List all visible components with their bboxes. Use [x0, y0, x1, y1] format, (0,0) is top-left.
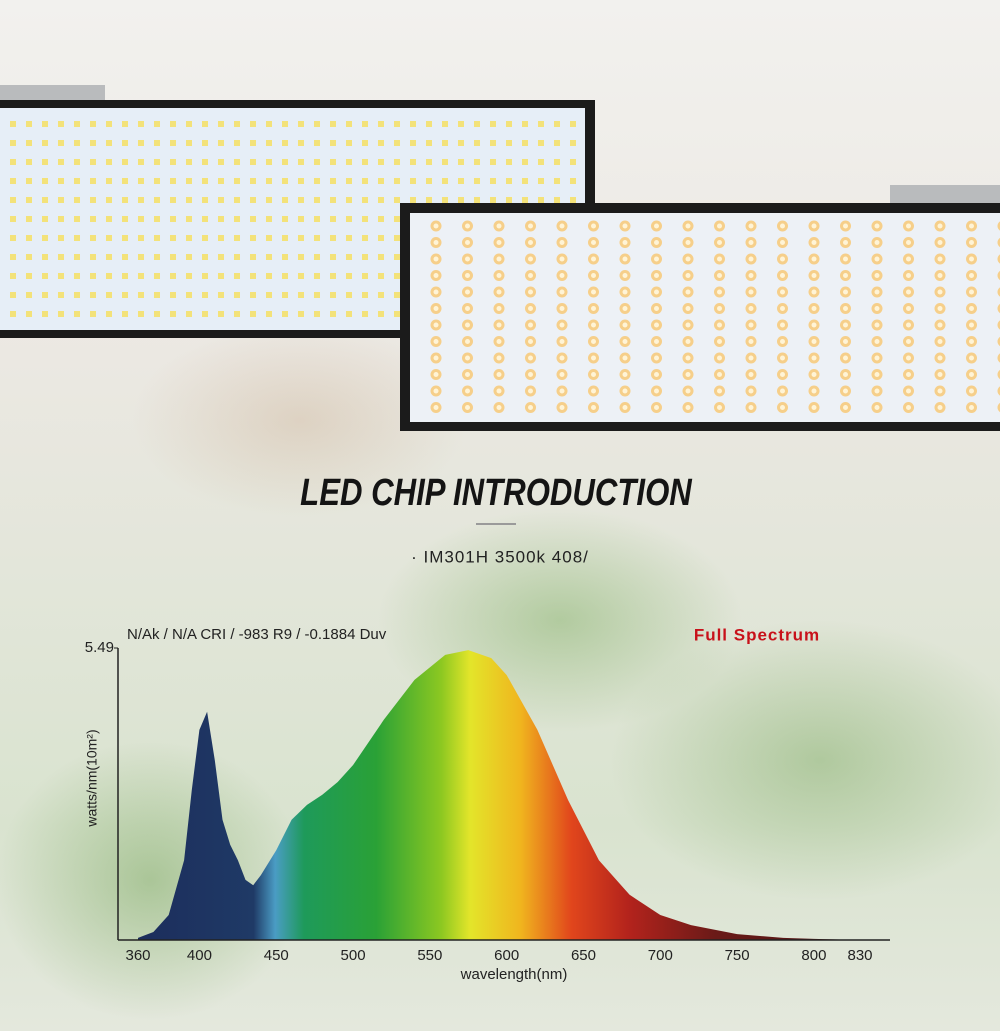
x-axis-label: wavelength(nm)	[460, 966, 568, 983]
y-axis-label: watts/nm(10m²)	[84, 729, 100, 827]
x-tick-label: 500	[341, 947, 366, 964]
page-title: LED CHIP INTRODUCTION	[300, 472, 692, 514]
annotation: N/Ak / N/A CRI / -983 R9 / -0.1884 Duv	[127, 626, 387, 643]
x-tick-label: 450	[264, 947, 289, 964]
x-tick-label: 800	[801, 947, 826, 964]
spectrum-area	[138, 650, 860, 940]
panel-handle	[890, 185, 1000, 204]
x-tick-label: 550	[417, 947, 442, 964]
plot	[138, 650, 860, 940]
x-tick-label: 600	[494, 947, 519, 964]
led-chips	[428, 218, 1000, 418]
spectrum-label: Full Spectrum	[694, 625, 820, 644]
x-tick-label: 700	[648, 947, 673, 964]
y-tick-label: 5.49	[85, 639, 114, 656]
x-tick-label: 830	[847, 947, 872, 964]
x-tick-label: 750	[725, 947, 750, 964]
x-tick-label: 650	[571, 947, 596, 964]
panel-handle	[0, 85, 105, 101]
x-tick-label: 400	[187, 947, 212, 964]
x-tick-label: 360	[125, 947, 150, 964]
subtitle: · IM301H 3500k 408/	[411, 547, 589, 566]
